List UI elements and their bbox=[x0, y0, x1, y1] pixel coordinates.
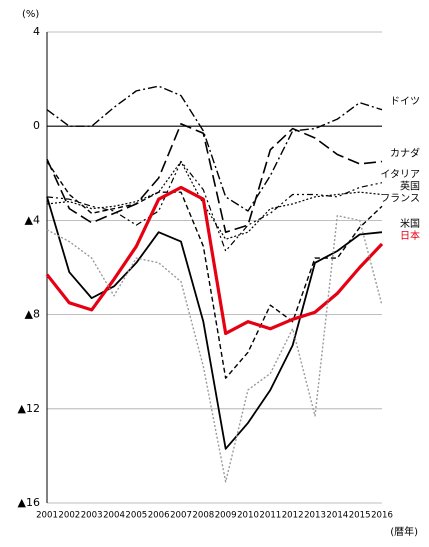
x-tick-label: 2011 bbox=[259, 511, 281, 521]
y-tick-label: ▲4 bbox=[25, 213, 40, 226]
x-tick-label: 2007 bbox=[170, 511, 192, 521]
x-tick-label: 2008 bbox=[192, 511, 214, 521]
legend-label: 英国 bbox=[400, 179, 420, 192]
series-line bbox=[46, 161, 383, 379]
x-tick-label: 2015 bbox=[349, 511, 371, 521]
x-tick-label: 2002 bbox=[58, 511, 80, 521]
x-tick-label: 2004 bbox=[103, 511, 125, 521]
y-tick-label: ▲16 bbox=[18, 496, 40, 509]
y-tick-label: 0 bbox=[33, 119, 40, 132]
legend-label: カナダ bbox=[390, 147, 420, 160]
series-line bbox=[46, 196, 383, 450]
legend-label: 日本 bbox=[400, 229, 420, 242]
x-tick-label: 2003 bbox=[81, 511, 103, 521]
x-tick-label: 2014 bbox=[326, 511, 348, 521]
x-tick-label: 2006 bbox=[148, 511, 170, 521]
y-unit: (%) bbox=[22, 9, 39, 20]
x-tick-label: 2001 bbox=[36, 511, 58, 521]
series-line bbox=[46, 214, 383, 483]
y-tick-label: ▲12 bbox=[18, 402, 40, 415]
x-tick-label: 2013 bbox=[304, 511, 326, 521]
legend-label: ドイツ bbox=[390, 97, 420, 108]
y-tick-label: ▲8 bbox=[25, 308, 40, 321]
series-line bbox=[46, 123, 383, 233]
legend-label: 米国 bbox=[400, 217, 420, 230]
x-tick-label: 2010 bbox=[237, 511, 259, 521]
legend-label: フランス bbox=[380, 192, 420, 204]
x-tick-label: 2005 bbox=[125, 511, 147, 521]
x-tick-label: 2009 bbox=[215, 511, 237, 521]
series-line bbox=[46, 160, 383, 240]
x-tick-label: 2012 bbox=[282, 511, 304, 521]
y-tick-label: 4 bbox=[33, 25, 40, 38]
series-line bbox=[46, 160, 383, 252]
x-tick-label: 2016 bbox=[371, 511, 393, 521]
series-line bbox=[45, 185, 384, 336]
series-line bbox=[46, 85, 383, 212]
x-axis-label: (暦年) bbox=[390, 525, 418, 538]
legend-label: イタリア bbox=[380, 169, 420, 181]
